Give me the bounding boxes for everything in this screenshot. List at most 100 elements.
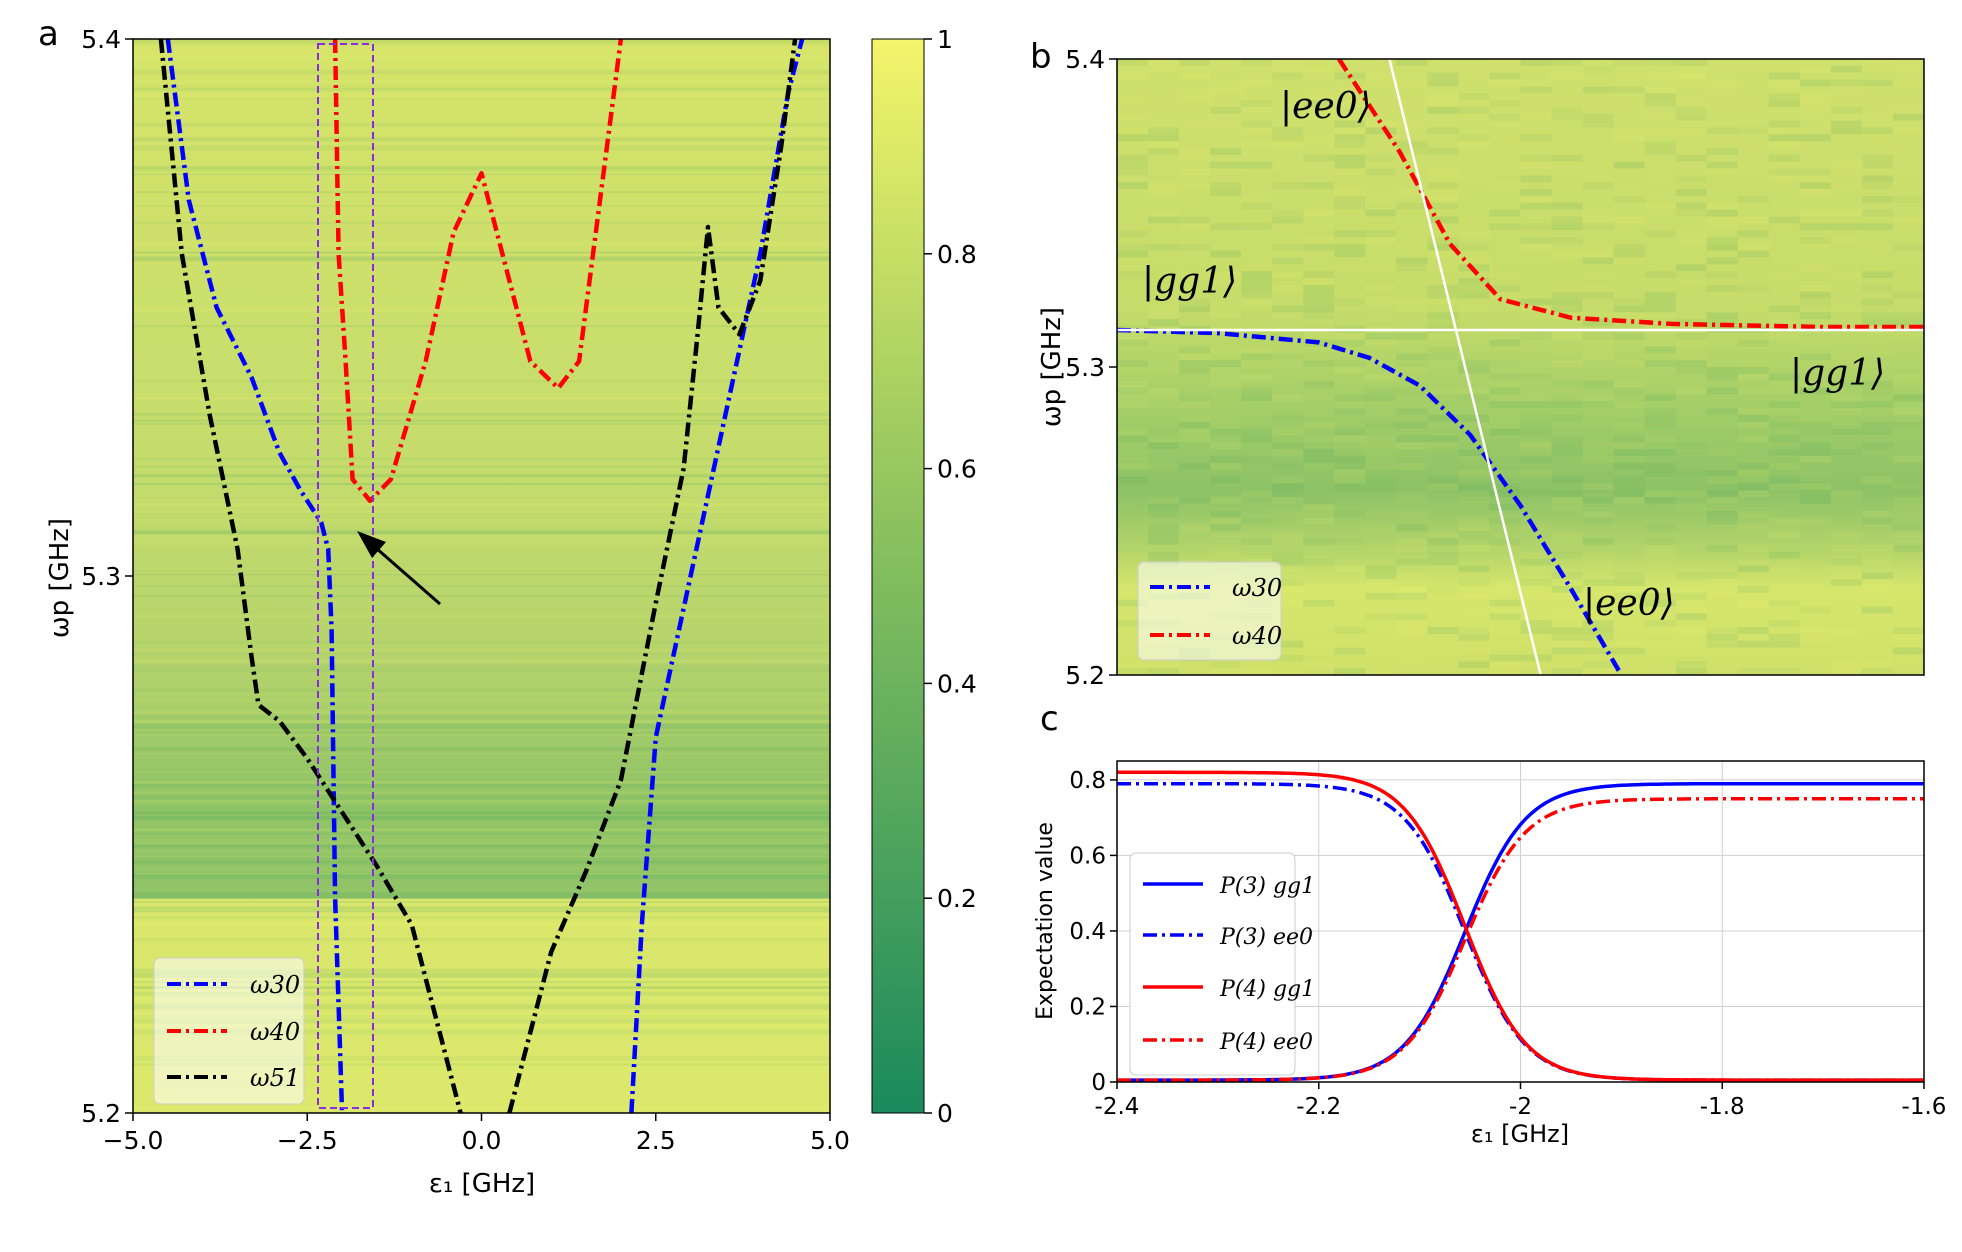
heatmap-noise-cell [1241,668,1273,675]
heatmap-noise-cell [1396,545,1428,552]
heatmap-noise-cell [1861,401,1893,408]
heatmap-noise-stripe [133,509,830,513]
colorbar: 0 0.2 0.4 0.6 0.8 1 [871,25,977,1128]
heatmap-noise-stripe [133,919,830,925]
heatmap-noise-cell [1675,278,1707,285]
heatmap-noise-cell [1613,599,1645,607]
heatmap-noise-cell [1706,319,1738,326]
colorbar-ticks: 0 0.2 0.4 0.6 0.8 1 [924,25,977,1128]
heatmap-noise-cell [1427,284,1459,292]
panel-c-series-P(4)-ee0 [1117,797,1924,1082]
heatmap-noise-cell [1799,243,1831,251]
heatmap-noise-cell [1830,668,1862,675]
heatmap-noise-cell [1334,154,1366,162]
heatmap-noise-cell [1117,250,1148,258]
heatmap-noise-stripe [133,241,830,247]
heatmap-noise-cell [1675,586,1707,593]
heatmap-noise-cell [1210,353,1242,361]
heatmap-noise-cell [1582,271,1614,278]
heatmap-noise-cell [1334,120,1366,128]
panel-a-xlabel: ε₁ [GHz] [429,1169,535,1199]
legend-a-label-w40: ω40 [250,1018,300,1046]
legend-c-label-p3-ee0: P(3) ee0 [1219,925,1313,950]
heatmap-noise-cell [1365,545,1397,552]
heatmap-noise-cell [1489,182,1521,189]
heatmap-noise-stripe [133,483,830,485]
heatmap-noise-cell [1830,65,1862,73]
heatmap-noise-cell [1582,319,1614,326]
heatmap-noise-stripe [133,866,830,873]
heatmap-noise-cell [1613,134,1645,142]
heatmap-noise-cell [1582,120,1614,128]
heatmap-noise-cell [1303,237,1335,244]
heatmap-noise-cell [1489,72,1521,80]
heatmap-noise-cell [1210,346,1242,354]
heatmap-noise-cell [1272,209,1304,217]
heatmap-noise-cell [1893,319,1924,326]
heatmap-noise-cell [1768,209,1800,217]
heatmap-noise-cell [1272,237,1304,244]
heatmap-noise-cell [1117,154,1148,162]
heatmap-noise-cell [1768,380,1800,388]
heatmap-noise-cell [1396,620,1428,627]
heatmap-noise-stripe [133,636,830,640]
heatmap-noise-stripe [133,709,830,714]
heatmap-noise-cell [1706,373,1738,381]
heatmap-noise-cell [1489,538,1521,545]
heatmap-noise-cell [1365,237,1397,244]
heatmap-noise-cell [1737,408,1769,415]
heatmap-noise-cell [1644,202,1676,210]
heatmap-noise-cell [1582,510,1614,518]
heatmap-noise-cell [1241,141,1273,148]
heatmap-noise-cell [1551,497,1583,504]
heatmap-noise-stripe [133,191,830,194]
heatmap-noise-cell [1272,284,1304,292]
heatmap-noise-cell [1458,250,1490,258]
heatmap-noise-cell [1613,620,1645,627]
heatmap-noise-cell [1148,435,1179,443]
heatmap-noise-cell [1644,592,1676,600]
heatmap-noise-cell [1613,360,1645,367]
heatmap-noise-cell [1365,298,1397,306]
heatmap-noise-stripe [133,973,830,978]
heatmap-noise-cell [1737,668,1769,675]
heatmap-noise-cell [1458,497,1490,504]
heatmap-noise-cell [1551,592,1583,600]
heatmap-noise-cell [1210,312,1242,319]
heatmap-noise-cell [1675,230,1707,237]
panel-a-xtick-label: 0.0 [462,1126,502,1155]
heatmap-noise-cell [1365,120,1397,128]
heatmap-noise-cell [1799,483,1831,491]
heatmap-noise-cell [1396,613,1428,621]
heatmap-noise-cell [1458,278,1490,285]
heatmap-noise-cell [1582,613,1614,621]
heatmap-noise-stripe [133,835,830,839]
heatmap-noise-cell [1644,291,1676,299]
heatmap-noise-cell [1644,86,1676,94]
heatmap-noise-stripe [133,922,830,926]
panel-b-ytick-label: 5.4 [1065,45,1105,74]
heatmap-noise-cell [1272,654,1304,662]
heatmap-noise-cell [1148,531,1179,539]
heatmap-noise-cell [1179,305,1211,313]
heatmap-noise-cell [1644,230,1676,237]
heatmap-noise-cell [1210,278,1242,285]
heatmap-noise-cell [1365,230,1397,237]
heatmap-noise-stripe [133,947,830,952]
heatmap-noise-cell [1520,414,1552,422]
heatmap-noise-cell [1334,202,1366,210]
heatmap-noise-cell [1706,408,1738,415]
heatmap-noise-cell [1644,627,1676,634]
heatmap-noise-cell [1551,113,1583,121]
heatmap-noise-cell [1241,257,1273,265]
heatmap-noise-stripe [133,916,830,919]
heatmap-noise-cell [1893,592,1924,600]
heatmap-noise-cell [1706,148,1738,155]
heatmap-noise-stripe [133,659,830,665]
heatmap-noise-cell [1210,182,1242,189]
heatmap-noise-cell [1737,469,1769,477]
heatmap-noise-cell [1861,346,1893,354]
heatmap-noise-cell [1520,565,1552,573]
heatmap-noise-cell [1458,633,1490,641]
heatmap-noise-cell [1520,175,1552,183]
